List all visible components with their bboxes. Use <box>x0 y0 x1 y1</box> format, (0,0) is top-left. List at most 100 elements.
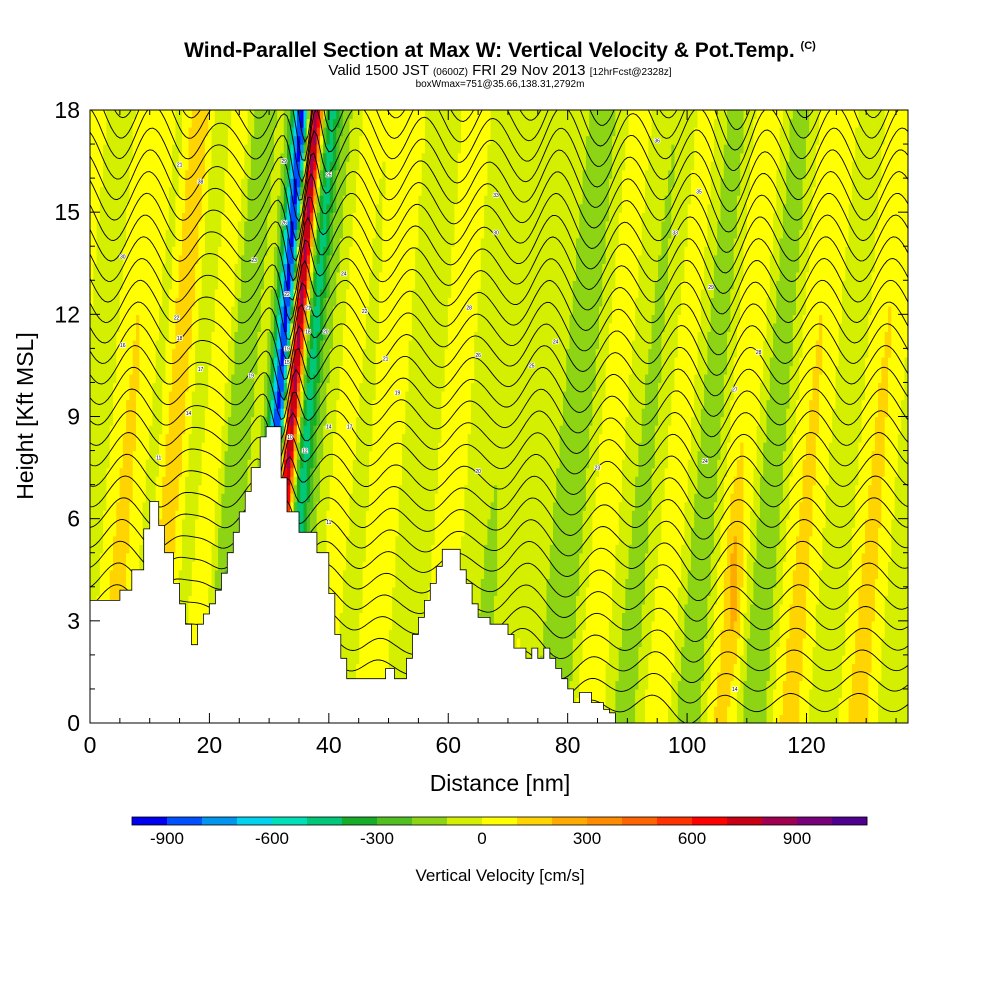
velocity-cell <box>162 195 167 205</box>
velocity-cell <box>211 110 216 120</box>
velocity-cell <box>129 288 134 298</box>
velocity-cell <box>152 442 157 452</box>
velocity-cell <box>132 501 137 511</box>
velocity-cell <box>172 288 177 298</box>
velocity-cell <box>201 263 206 273</box>
velocity-cell <box>129 382 134 392</box>
velocity-cell <box>122 135 127 145</box>
velocity-cell <box>149 280 154 290</box>
velocity-cell <box>195 527 200 537</box>
velocity-cell <box>195 578 200 588</box>
velocity-cell <box>188 527 193 537</box>
velocity-cell <box>109 484 114 494</box>
velocity-cell <box>152 220 157 230</box>
velocity-cell <box>188 144 193 154</box>
velocity-cell <box>129 169 134 179</box>
velocity-cell <box>182 391 186 401</box>
velocity-cell <box>155 331 160 341</box>
velocity-cell <box>185 263 190 273</box>
velocity-cell <box>113 561 117 571</box>
velocity-cell <box>198 169 203 179</box>
velocity-cell <box>106 331 111 341</box>
velocity-cell <box>201 510 206 520</box>
velocity-cell <box>214 339 219 350</box>
velocity-cell <box>129 203 134 213</box>
velocity-cell <box>191 127 196 137</box>
velocity-cell <box>152 467 157 477</box>
velocity-cell <box>198 152 203 162</box>
velocity-cell <box>132 118 137 128</box>
velocity-cell <box>122 331 127 341</box>
velocity-cell <box>122 322 127 332</box>
velocity-cell <box>165 178 170 188</box>
velocity-cell <box>185 527 190 537</box>
velocity-cell <box>178 263 183 273</box>
velocity-cell <box>113 178 117 188</box>
velocity-cell <box>221 373 226 384</box>
velocity-cell <box>175 254 180 264</box>
velocity-cell <box>178 110 183 120</box>
velocity-cell <box>182 365 186 375</box>
velocity-cell <box>162 229 167 239</box>
title-block: Wind-Parallel Section at Max W: Vertical… <box>0 34 1000 90</box>
velocity-cell <box>109 144 114 154</box>
velocity-cell <box>198 442 203 452</box>
velocity-cell <box>185 416 190 426</box>
velocity-cell <box>109 237 114 247</box>
velocity-cell <box>198 144 203 154</box>
velocity-cell <box>204 280 209 290</box>
velocity-cell <box>106 391 111 401</box>
velocity-cell <box>109 544 114 554</box>
velocity-cell <box>109 220 114 230</box>
velocity-cell <box>214 484 219 494</box>
velocity-cell <box>162 408 167 418</box>
velocity-cell <box>185 544 190 554</box>
velocity-cell <box>136 356 140 367</box>
velocity-cell <box>172 254 177 264</box>
velocity-cell <box>221 433 226 443</box>
velocity-cell <box>106 510 111 520</box>
velocity-cell <box>198 237 203 247</box>
velocity-cell <box>113 186 117 196</box>
velocity-cell <box>122 467 127 477</box>
velocity-cell <box>96 586 101 596</box>
velocity-cell <box>159 433 163 443</box>
velocity-cell <box>116 271 121 281</box>
velocity-cell <box>159 152 163 162</box>
velocity-cell <box>155 254 160 264</box>
velocity-cell <box>119 280 124 290</box>
velocity-cell <box>93 305 98 315</box>
velocity-cell <box>103 518 108 528</box>
velocity-cell <box>182 220 186 230</box>
velocity-cell <box>139 195 144 205</box>
velocity-cell <box>109 578 114 588</box>
velocity-cell <box>129 561 134 571</box>
velocity-cell <box>139 110 144 120</box>
velocity-cell <box>126 212 131 222</box>
velocity-cell <box>168 391 173 401</box>
velocity-cell <box>218 365 223 375</box>
velocity-cell <box>175 288 180 298</box>
velocity-cell <box>162 144 167 154</box>
velocity-cell <box>126 399 131 409</box>
velocity-cell <box>175 314 180 324</box>
velocity-cell <box>122 186 127 196</box>
velocity-cell <box>195 203 200 213</box>
velocity-cell <box>175 433 180 443</box>
velocity-cell <box>155 110 160 120</box>
velocity-cell <box>113 433 117 443</box>
velocity-cell <box>221 518 226 528</box>
velocity-cell <box>185 254 190 264</box>
velocity-cell <box>204 127 209 137</box>
velocity-cell <box>93 433 98 443</box>
velocity-cell <box>155 442 160 452</box>
velocity-cell <box>172 527 177 537</box>
velocity-cell <box>221 425 226 435</box>
velocity-cell <box>96 373 101 384</box>
velocity-cell <box>188 442 193 452</box>
velocity-cell <box>218 322 223 332</box>
velocity-cell <box>116 152 121 162</box>
velocity-cell <box>201 373 206 384</box>
velocity-cell <box>168 382 173 392</box>
velocity-cell <box>155 382 160 392</box>
